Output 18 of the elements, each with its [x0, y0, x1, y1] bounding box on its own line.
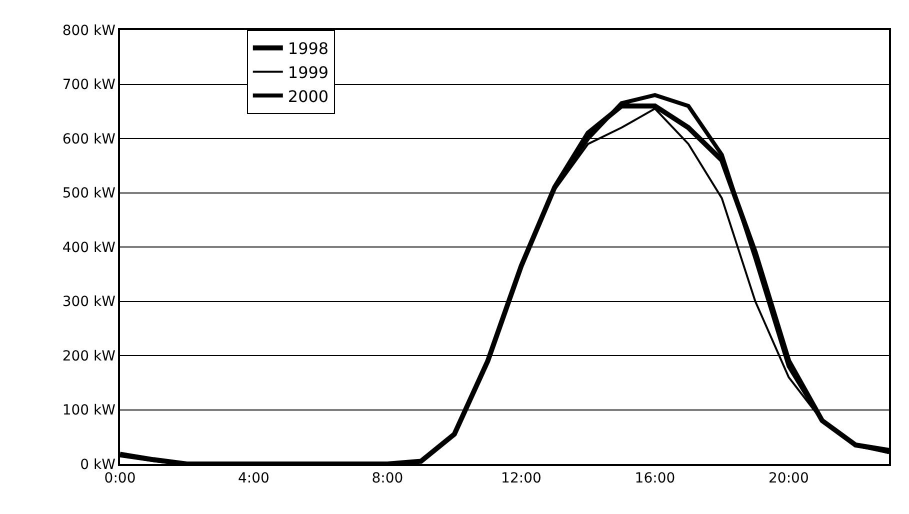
- legend-label: 1999: [288, 62, 329, 82]
- y-tick-label: 400 kW: [62, 240, 116, 256]
- x-tick-label: 20:00: [768, 470, 809, 487]
- y-tick-label: 0 kW: [80, 456, 116, 473]
- y-tick-label: 100 kW: [62, 402, 116, 419]
- legend-label: 1998: [288, 39, 329, 58]
- x-tick-label: 12:00: [501, 470, 542, 487]
- x-tick-label: 16:00: [634, 470, 676, 487]
- x-tick-label: 4:00: [238, 470, 270, 487]
- x-tick-label: 0:00: [104, 470, 136, 487]
- y-tick-label: 500 kW: [62, 186, 116, 202]
- y-tick-label: 200 kW: [62, 348, 116, 364]
- y-tick-label: 300 kW: [62, 294, 116, 310]
- x-tick-label: 8:00: [372, 470, 404, 487]
- y-tick-label: 600 kW: [62, 131, 116, 148]
- y-tick-label: 800 kW: [62, 22, 116, 39]
- legend-label: 2000: [288, 86, 329, 106]
- y-tick-label: 700 kW: [62, 77, 116, 94]
